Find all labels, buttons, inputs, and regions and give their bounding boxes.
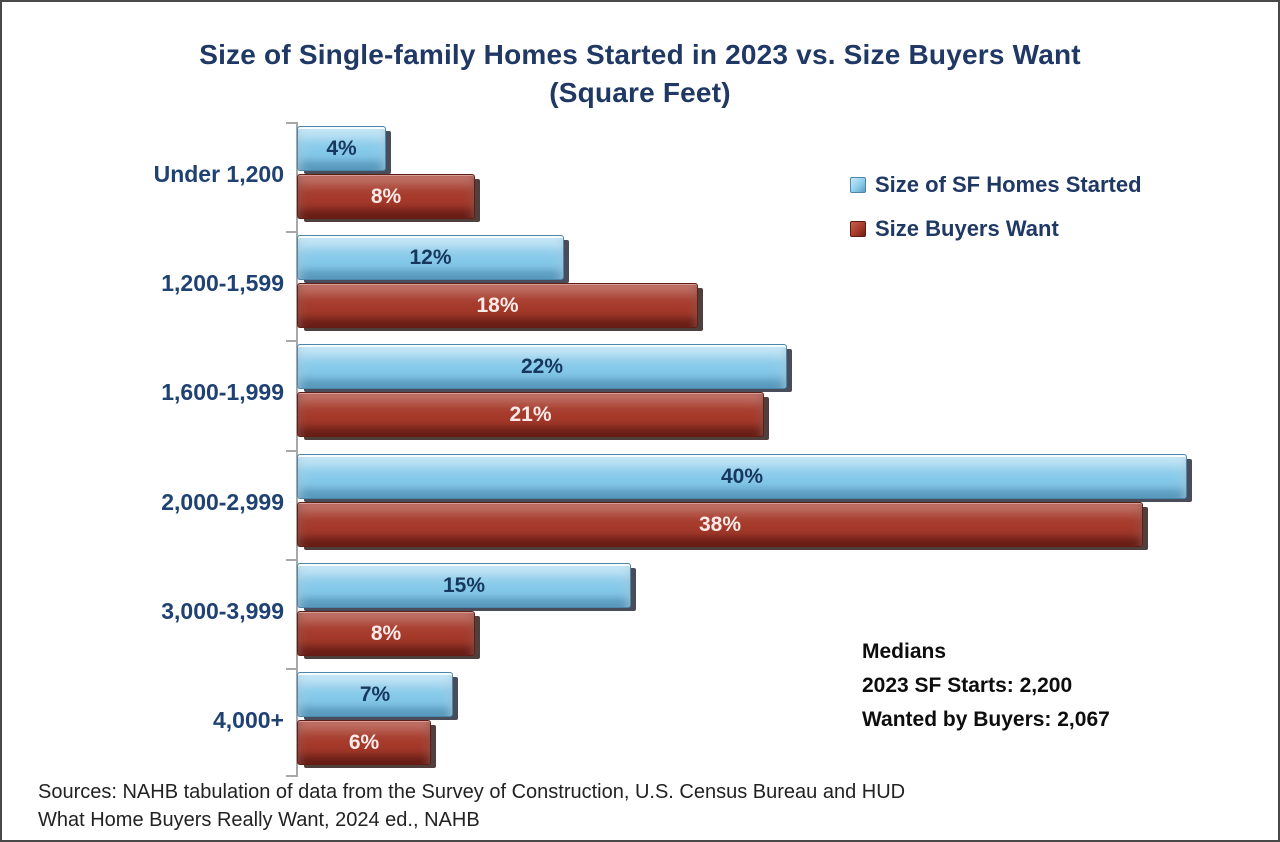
bar-value-label: 18% [476, 293, 519, 317]
bar-value-label: 22% [520, 354, 564, 378]
bar-size-buyers-want: 8% [297, 174, 475, 219]
bar-value-label: 6% [348, 730, 380, 754]
bar-size-buyers-want: 8% [297, 611, 475, 656]
legend-marker-blue-icon [850, 177, 866, 193]
category-label: 2,000-2,999 [161, 489, 284, 515]
bar-value-label: 38% [698, 512, 742, 536]
legend-label-homes-started: Size of SF Homes Started [875, 172, 1142, 197]
axis-tick [286, 450, 296, 452]
legend-label-buyers-want: Size Buyers Want [875, 216, 1059, 241]
medians-title: Medians [862, 640, 947, 663]
bar-value-label: 40% [720, 464, 764, 488]
axis-tick [286, 231, 296, 233]
legend-entry-homes-started: Size of SF Homes Started [850, 172, 1142, 198]
axis-tick [286, 122, 296, 124]
bar-sf-homes-started: 15% [297, 563, 631, 608]
bar-sf-homes-started: 12% [297, 235, 564, 280]
source-line2: What Home Buyers Really Want, 2024 ed., … [38, 809, 480, 831]
y-axis-line [296, 122, 298, 777]
category-label: 1,200-1,599 [161, 270, 284, 296]
bar-value-label: 8% [370, 184, 402, 208]
bar-sf-homes-started: 4% [297, 126, 386, 171]
bar-size-buyers-want: 21% [297, 392, 764, 437]
axis-tick [286, 340, 296, 342]
bar-value-label: 15% [442, 573, 486, 597]
bar-size-buyers-want: 6% [297, 720, 431, 765]
source-note: Sources: NAHB tabulation of data from th… [38, 778, 905, 834]
chart-title-line1: Size of Single-family Homes Started in 2… [199, 39, 1081, 70]
medians-wanted: Wanted by Buyers: 2,067 [862, 708, 1110, 731]
bar-sf-homes-started: 40% [297, 454, 1187, 499]
bar-size-buyers-want: 38% [297, 502, 1143, 547]
bar-sf-homes-started: 7% [297, 672, 453, 717]
axis-tick [286, 559, 296, 561]
chart-title-line2: (Square Feet) [549, 77, 731, 108]
bar-value-label: 21% [509, 402, 552, 426]
axis-tick [286, 668, 296, 670]
category-label: 4,000+ [213, 707, 284, 733]
legend-entry-buyers-want: Size Buyers Want [850, 216, 1142, 242]
legend-marker-red-icon [850, 221, 866, 237]
category-label: Under 1,200 [153, 161, 284, 187]
bar-value-label: 12% [409, 245, 452, 269]
bar-value-label: 8% [370, 621, 402, 645]
bar-sf-homes-started: 22% [297, 344, 787, 389]
source-line1: Sources: NAHB tabulation of data from th… [38, 781, 906, 803]
medians-starts: 2023 SF Starts: 2,200 [862, 674, 1073, 697]
bar-size-buyers-want: 18% [297, 283, 698, 328]
bar-value-label: 7% [359, 682, 391, 706]
axis-tick [286, 775, 296, 777]
category-label: 1,600-1,999 [161, 379, 284, 405]
legend: Size of SF Homes Started Size Buyers Wan… [850, 172, 1142, 260]
bar-value-label: 4% [326, 136, 357, 160]
medians-annotation: Medians 2023 SF Starts: 2,200 Wanted by … [862, 635, 1110, 737]
category-labels: Under 1,200 1,200-1,599 1,600-1,999 2,000-2… [26, 2, 284, 840]
chart-title: Size of Single-family Homes Started in 2… [2, 36, 1278, 112]
plot-area: 4% 8% 12% 18% 22% 21% 40% 38% 15% 8% 7% 6% [286, 122, 1187, 777]
category-label: 3,000-3,999 [161, 598, 284, 624]
